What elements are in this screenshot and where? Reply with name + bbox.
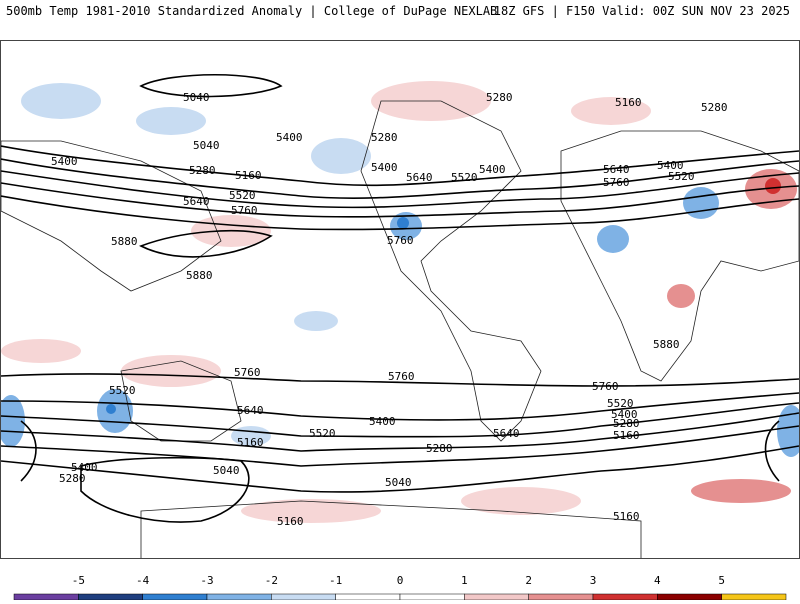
contour-label: 5400: [479, 163, 506, 176]
contour-label: 5520: [607, 397, 634, 410]
colorbar-tick-label: -4: [136, 574, 150, 587]
contour-label: 5400: [657, 159, 684, 172]
contour-label: 5040: [213, 464, 240, 477]
contour-label: 5640: [183, 195, 210, 208]
colorbar-swatch: [464, 593, 529, 601]
colorbar-tick-label: 5: [718, 574, 725, 587]
colorbar-tick-label: -2: [265, 574, 278, 587]
contour-label: 5760: [388, 370, 415, 383]
colorbar-swatch: [142, 593, 208, 601]
contour-label: 5280: [701, 101, 728, 114]
contour-label: 5880: [186, 269, 213, 282]
contour-label: 5400: [369, 415, 396, 428]
colorbar-swatch: [528, 593, 594, 601]
contour-label: 5640: [406, 171, 433, 184]
color-scale-legend: -5 -4 -3 -2 -1 0 1 2 3 4 5: [0, 560, 800, 601]
contour-label: 5760: [234, 366, 261, 379]
contour-label: 5400: [71, 461, 98, 474]
contour-label: 5160: [237, 436, 264, 449]
contour-label: 5880: [653, 338, 680, 351]
colorbar-tick-label: -5: [72, 574, 85, 587]
anomaly-map: 5040 5040 5400 5400 5280 5160 5520 5640 …: [0, 40, 800, 559]
colorbar-swatch: [721, 593, 787, 601]
contour-label: 5160: [277, 515, 304, 528]
contour-label: 5760: [387, 234, 414, 247]
contour-label: 5400: [371, 161, 398, 174]
contour-label: 5760: [231, 204, 258, 217]
coastlines: [1, 100, 799, 558]
contour-label: 5280: [486, 91, 513, 104]
colorbar-swatch: [13, 593, 79, 601]
anomaly-shading: [1, 81, 799, 523]
contour-label: 5760: [592, 380, 619, 393]
colorbar-tick-label: 2: [525, 574, 532, 587]
height-contours: [1, 74, 799, 523]
contour-label: 5880: [111, 235, 138, 248]
contour-label: 5160: [235, 169, 262, 182]
contour-label: 5760: [603, 176, 630, 189]
contour-label: 5640: [603, 163, 630, 176]
contour-label: 5640: [237, 404, 264, 417]
colorbar-tick-label: 4: [654, 574, 661, 587]
contour-label: 5280: [613, 417, 640, 430]
colorbar-tick-label: -1: [329, 574, 342, 587]
contour-label: 5400: [276, 131, 303, 144]
contour-label: 5640: [493, 427, 520, 440]
colorbar-tick-label: 3: [590, 574, 597, 587]
contour-label: 5160: [613, 429, 640, 442]
colorbar-swatch: [335, 593, 401, 601]
contour-label: 5520: [451, 171, 478, 184]
contour-label: 5280: [189, 164, 216, 177]
contour-label: 5160: [613, 510, 640, 523]
colorbar-swatch: [206, 593, 272, 601]
colorbar-tick-label: -3: [200, 574, 213, 587]
contour-label: 5520: [309, 427, 336, 440]
valid-time: 18Z GFS | F150 Valid: 00Z SUN NOV 23 202…: [493, 4, 790, 18]
contour-label: 5280: [371, 131, 398, 144]
colorbar-swatch: [399, 593, 465, 601]
colorbar-swatch: [271, 593, 336, 601]
colorbar-swatch: [657, 593, 722, 601]
contour-label: 5280: [426, 442, 453, 455]
colorbar-tick-label: 0: [397, 574, 404, 587]
map-title: 500mb Temp 1981-2010 Standardized Anomal…: [6, 4, 498, 18]
colorbar-swatch: [78, 593, 143, 601]
contour-label: 5520: [229, 189, 256, 202]
contour-label: 5400: [51, 155, 78, 168]
colorbar-swatch: [592, 593, 658, 601]
colorbar-tick-label: 1: [461, 574, 468, 587]
contour-label: 5520: [109, 384, 136, 397]
contour-label-group: 5040 5040 5400 5400 5280 5160 5520 5640 …: [51, 91, 728, 528]
contour-label: 5400: [611, 408, 638, 421]
contour-label: 5040: [193, 139, 220, 152]
contour-label: 5040: [385, 476, 412, 489]
contour-label: 5160: [615, 96, 642, 109]
contour-label: 5520: [668, 170, 695, 183]
contour-label: 5040: [183, 91, 210, 104]
contour-label: 5280: [59, 472, 86, 485]
